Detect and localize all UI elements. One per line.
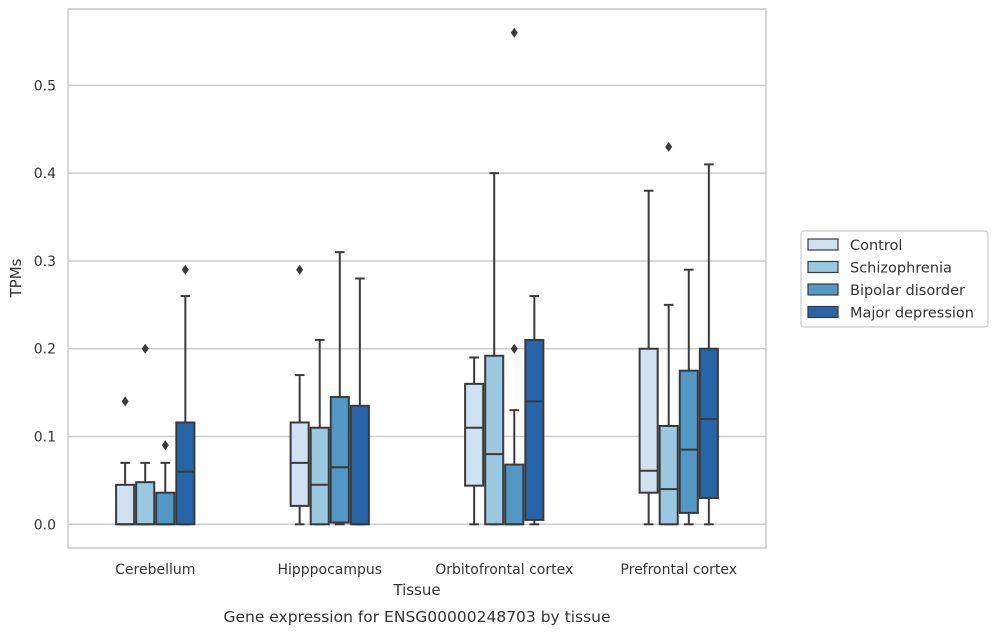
box-1-2 [484,172,505,526]
y-tick-label: 0.1 [34,430,56,446]
box-body [484,354,505,526]
box-3-0 [175,264,196,526]
y-tick-label: 0.4 [34,166,56,182]
legend-label: Control [850,238,902,254]
box-2-1 [329,251,350,526]
boxplot-marks [115,27,719,526]
box-body [464,382,485,487]
box-body [329,396,350,524]
box-3-2 [524,295,545,526]
box-body [155,491,176,526]
outlier-point [161,440,169,451]
plot-area [67,8,767,549]
y-tick-label: 0.3 [34,254,56,270]
outlier-point [141,343,149,354]
box-3-1 [349,277,370,526]
legend-frame [800,230,989,328]
x-tick-label: Hipppocampus [277,562,382,578]
box-0-2 [464,356,485,526]
box-0-0 [115,396,136,526]
box-1-0 [135,343,156,526]
outlier-point [181,264,189,275]
box-1-1 [309,338,330,526]
outlier-point [665,141,673,152]
y-tick-labels: 0.0 0.1 0.2 0.3 0.4 0.5 [34,78,56,533]
outlier-point [510,343,518,354]
legend-label: Bipolar disorder [850,283,965,299]
box-body [524,338,545,521]
legend-swatch [807,305,839,319]
legend-label: Schizophrenia [850,261,952,277]
x-tick-label: Orbitofrontal cortex [435,562,573,578]
box-3-3 [698,163,719,526]
legend: Control Schizophrenia Bipolar disorder Majo… [800,230,989,328]
box-body [175,421,196,526]
box-body [309,426,330,526]
box-1-3 [658,141,679,526]
legend-label: Major depression [850,306,974,322]
box-body [678,369,699,514]
y-tick-label: 0.2 [34,342,56,358]
outlier-point [296,264,304,275]
x-tick-label: Cerebellum [115,562,195,578]
x-tick-labels: Cerebellum Hipppocampus Orbitofrontal cort… [115,562,737,578]
legend-swatch [807,260,839,274]
y-tick-label: 0.0 [34,517,56,533]
x-axis-label: Tissue [392,581,440,599]
box-body [658,424,679,526]
box-0-3 [638,189,659,526]
box-body [349,404,370,526]
y-tick-label: 0.5 [34,78,56,94]
box-body [698,347,719,499]
legend-swatch [807,283,839,296]
box-2-2 [504,27,525,526]
figure-caption: Gene expression for ENSG00000248703 by t… [223,608,610,626]
box-body [135,481,156,526]
box-2-3 [678,268,699,526]
box-body [638,347,659,494]
box-body [289,421,310,507]
outlier-point [121,396,129,407]
outlier-point [510,27,518,38]
x-tick-label: Prefrontal cortex [620,562,737,578]
y-axis-label: TPMs [7,258,25,298]
box-body [115,483,136,526]
box-0-1 [289,264,310,526]
box-body [504,463,525,526]
legend-swatch [807,238,839,251]
box-2-0 [155,440,176,526]
